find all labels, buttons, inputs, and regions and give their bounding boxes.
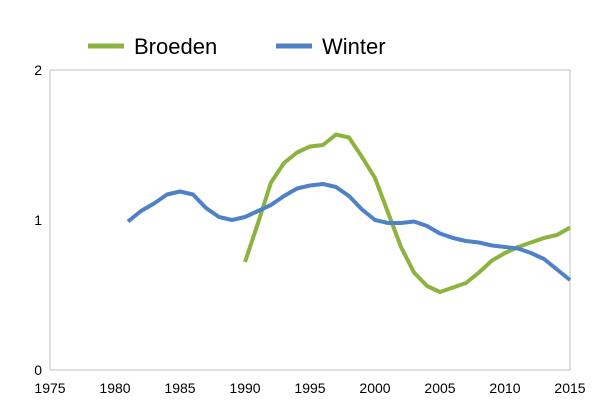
legend-item-broeden: Broeden: [88, 34, 217, 59]
x-tick-label: 2015: [554, 380, 585, 396]
legend-label-broeden: Broeden: [134, 34, 217, 59]
legend: Broeden Winter: [88, 34, 386, 59]
y-tick-label: 0: [34, 362, 42, 378]
x-tick-label: 1995: [294, 380, 325, 396]
legend-item-winter: Winter: [276, 34, 386, 59]
y-tick-label: 1: [34, 212, 42, 228]
x-tick-label: 2000: [359, 380, 390, 396]
plot-area: [49, 69, 571, 371]
x-tick-label: 1980: [99, 380, 130, 396]
series-layer: [126, 132, 572, 294]
x-tick-label: 1985: [164, 380, 195, 396]
series-line-broeden: [243, 132, 571, 294]
legend-label-winter: Winter: [322, 34, 386, 59]
y-axis: 0 1 2: [34, 62, 42, 378]
x-tick-label: 1990: [229, 380, 260, 396]
series-line-winter: [126, 182, 572, 282]
y-tick-label: 2: [34, 62, 42, 78]
x-axis: 1975 1980 1985 1990 1995 2000 2005 2010 2015: [34, 380, 585, 396]
x-tick-label: 2010: [489, 380, 520, 396]
x-tick-label: 2005: [424, 380, 455, 396]
x-tick-label: 1975: [34, 380, 65, 396]
